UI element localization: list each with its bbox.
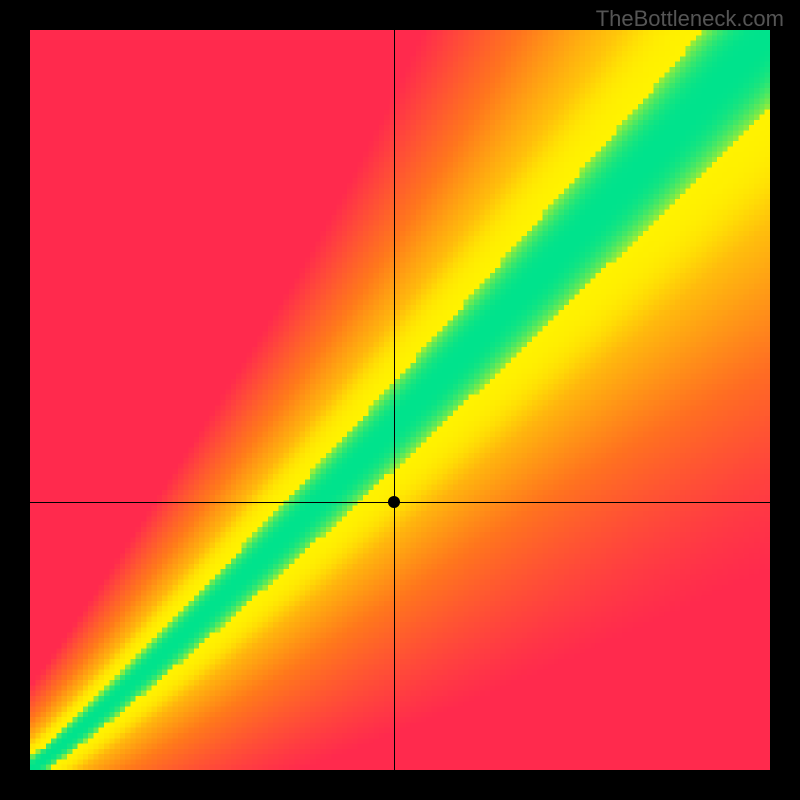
plot-area bbox=[30, 30, 770, 770]
chart-container: { "watermark": { "text": "TheBottleneck.… bbox=[0, 0, 800, 800]
watermark-text: TheBottleneck.com bbox=[596, 6, 784, 32]
selection-marker[interactable] bbox=[388, 496, 400, 508]
bottleneck-heatmap bbox=[30, 30, 770, 770]
crosshair-vertical bbox=[394, 30, 395, 770]
